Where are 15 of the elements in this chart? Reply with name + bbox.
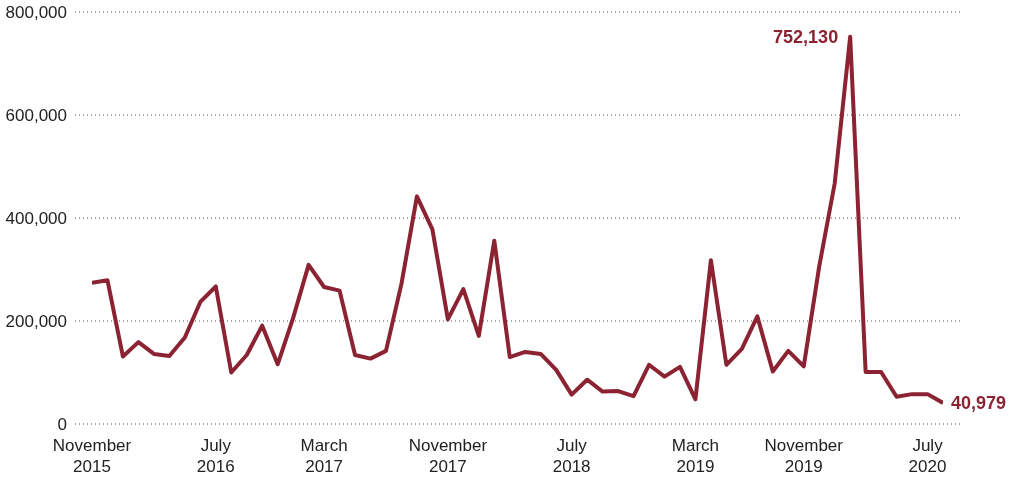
data-label: 40,979	[951, 392, 1007, 413]
x-tick-label: November 2017	[408, 436, 488, 476]
x-tick-label: November 2015	[52, 436, 132, 476]
x-tick-label: July 2020	[908, 436, 947, 476]
x-tick-label: March 2019	[671, 436, 720, 476]
x-tick-label: November 2019	[764, 436, 844, 476]
y-tick-label: 600,000	[5, 106, 67, 126]
x-tick-label: July 2018	[552, 436, 591, 476]
y-tick-label: 200,000	[5, 312, 67, 332]
x-tick-label: March 2017	[300, 436, 348, 476]
y-tick-label: 800,000	[5, 3, 67, 23]
y-tick-label: 400,000	[5, 209, 67, 229]
data-label: 752,130	[773, 26, 839, 47]
x-tick-label: July 2016	[196, 436, 235, 476]
y-tick-label: 0	[57, 415, 67, 435]
